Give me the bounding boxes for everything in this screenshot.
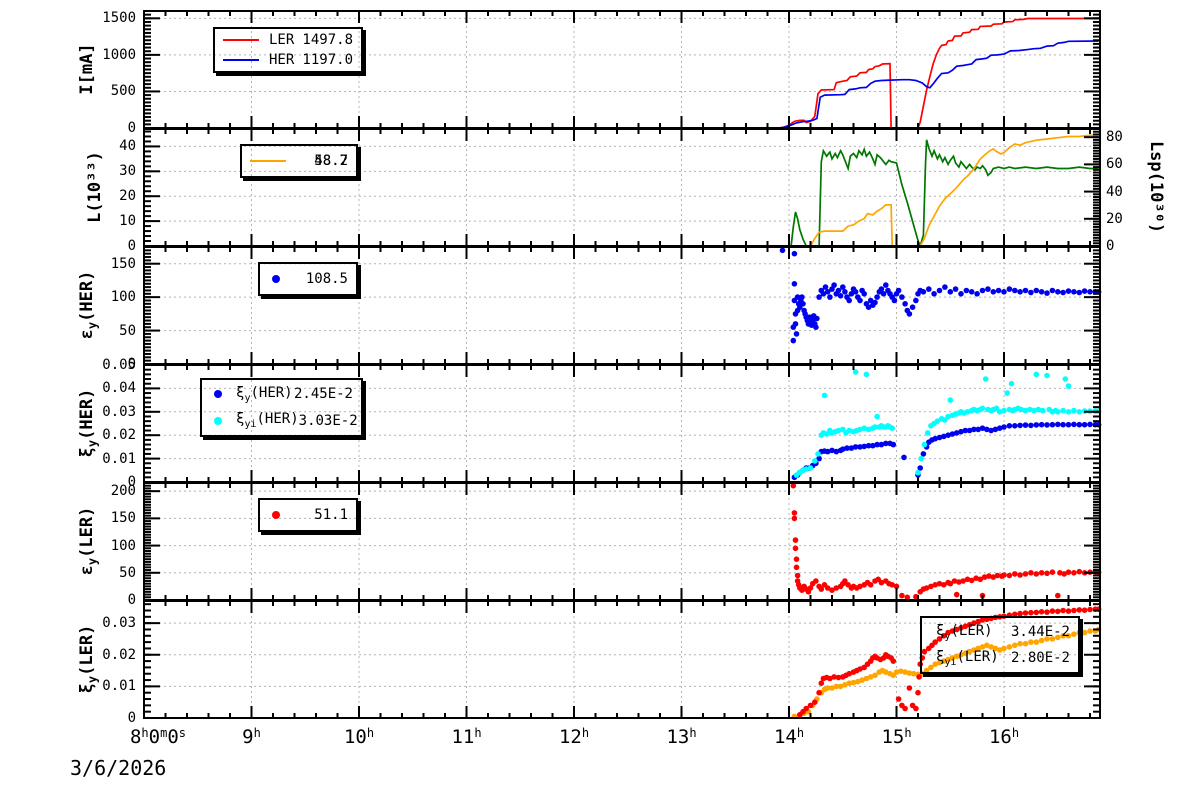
lsp-value: 58.2 bbox=[314, 153, 348, 169]
ey-ler-value: 51.1 bbox=[314, 507, 348, 523]
y-tick-label: 0 bbox=[127, 238, 136, 254]
xiyi-ler-label: ξyi(LER) bbox=[936, 648, 999, 668]
x-tick-label: 11h bbox=[451, 726, 482, 748]
y-tick-label: 50 bbox=[119, 322, 136, 339]
legend-entry-xiyi-her: ξyi(HER) 3.03E-2 bbox=[210, 411, 358, 431]
xiy-her-value: 2.45E-2 bbox=[293, 386, 353, 403]
y-tick-label: 0 bbox=[127, 474, 136, 490]
y-tick-label: 20 bbox=[1106, 210, 1123, 227]
legend-entry-ey-her: 108.5 bbox=[268, 271, 348, 287]
x-tick-label: 14h bbox=[773, 726, 805, 748]
xiyi-her-dot-sample bbox=[214, 416, 222, 425]
legend-entry-ey-ler: 51.1 bbox=[268, 507, 348, 523]
legend-beambeam-her: ξy(HER) 2.45E-2 ξyi(HER) 3.03E-2 bbox=[200, 378, 363, 437]
xiy-ler-value: 3.44E-2 bbox=[1010, 623, 1070, 640]
y-tick-label: 20 bbox=[119, 188, 136, 205]
legend-entry-xiy-ler: ξy(LER) 3.44E-2 bbox=[930, 623, 1070, 642]
y-tick-label: 80 bbox=[1106, 129, 1123, 146]
xiy-her-dot-sample bbox=[214, 390, 222, 399]
y-tick-label: 200 bbox=[110, 483, 136, 500]
ey-her-dot-sample bbox=[272, 275, 280, 283]
legend-entry-xiyi-ler: ξyi(LER) 2.80E-2 bbox=[930, 649, 1070, 668]
ler-label: LER bbox=[269, 32, 295, 48]
xiy-ler-label: ξy(LER) bbox=[936, 622, 993, 642]
y-tick-label: 0.05 bbox=[102, 357, 136, 373]
luminosity-line-sample bbox=[250, 160, 286, 162]
x-tick-label: 13h bbox=[666, 726, 697, 748]
y-tick-label: 40 bbox=[119, 138, 136, 155]
y-tick-label: 100 bbox=[110, 289, 136, 306]
x-tick-label: 9h bbox=[242, 726, 261, 748]
y-tick-label: 0 bbox=[127, 710, 136, 726]
ey-ler-dot-sample bbox=[272, 511, 280, 519]
y-tick-label: 40 bbox=[1106, 183, 1123, 200]
y-tick-label: 0 bbox=[127, 356, 136, 372]
x-tick-label: 15h bbox=[881, 726, 912, 748]
legend-beambeam-ler: ξy(LER) 3.44E-2 ξyi(LER) 2.80E-2 bbox=[920, 616, 1080, 674]
x-tick-label: 10h bbox=[343, 726, 375, 748]
ey-her-value: 108.5 bbox=[305, 271, 348, 287]
y-tick-label: 60 bbox=[1106, 156, 1123, 173]
y-tick-label: 0.04 bbox=[102, 380, 136, 397]
lum-value: 48.7 bbox=[314, 153, 348, 169]
her-label: HER bbox=[269, 52, 295, 68]
y-tick-label: 1000 bbox=[102, 46, 136, 63]
legend-luminosity: 58.2 48.7 bbox=[240, 144, 358, 178]
legend-emittance-ler: 51.1 bbox=[258, 498, 358, 532]
y-tick-label: 500 bbox=[110, 83, 136, 100]
luminosity-values-overlapped: 58.2 48.7 bbox=[302, 153, 348, 169]
legend-currents: LER 1497.8 HER 1197.0 bbox=[213, 27, 363, 73]
y-tick-label: 0 bbox=[1106, 238, 1115, 254]
ler-value: 1497.8 bbox=[302, 32, 353, 48]
y-tick-label: 0.03 bbox=[102, 403, 136, 420]
y-tick-label: 1500 bbox=[102, 10, 136, 27]
legend-entry-ler: LER 1497.8 bbox=[223, 32, 353, 48]
y-tick-label: 0 bbox=[127, 120, 136, 136]
xiyi-her-label: ξyi(HER) bbox=[236, 411, 299, 431]
y-tick-label: 30 bbox=[119, 163, 136, 180]
y-tick-label: 10 bbox=[119, 213, 136, 230]
y-tick-label: 0.01 bbox=[102, 678, 136, 695]
legend-emittance-her: 108.5 bbox=[258, 262, 358, 296]
xiy-her-label: ξy(HER) bbox=[236, 384, 293, 404]
y-tick-label: 150 bbox=[110, 255, 136, 272]
her-value: 1197.0 bbox=[302, 52, 353, 68]
legend-entry-her: HER 1197.0 bbox=[223, 52, 353, 68]
y-tick-label: 50 bbox=[119, 564, 136, 581]
x-tick-label: 16h bbox=[988, 726, 1020, 748]
her-line-sample bbox=[223, 59, 259, 61]
x-tick-label: 8h0m0s bbox=[129, 726, 187, 748]
x-tick-label: 12h bbox=[558, 726, 590, 748]
y-tick-label: 0.02 bbox=[102, 427, 136, 444]
y-tick-label: 0.03 bbox=[102, 615, 136, 632]
legend-entry-lum: 58.2 48.7 bbox=[250, 153, 348, 169]
y-tick-label: 0 bbox=[127, 592, 136, 608]
y-tick-label: 0.02 bbox=[102, 646, 136, 663]
y-tick-label: 150 bbox=[110, 510, 136, 527]
xiyi-her-value: 3.03E-2 bbox=[298, 412, 358, 429]
xiyi-ler-value: 2.80E-2 bbox=[1010, 649, 1070, 666]
ler-line-sample bbox=[223, 39, 259, 41]
y-tick-label: 100 bbox=[110, 537, 136, 554]
date-label: 3/6/2026 bbox=[70, 756, 167, 780]
y-tick-label: 0.01 bbox=[102, 450, 136, 467]
legend-entry-xiy-her: ξy(HER) 2.45E-2 bbox=[210, 385, 353, 404]
